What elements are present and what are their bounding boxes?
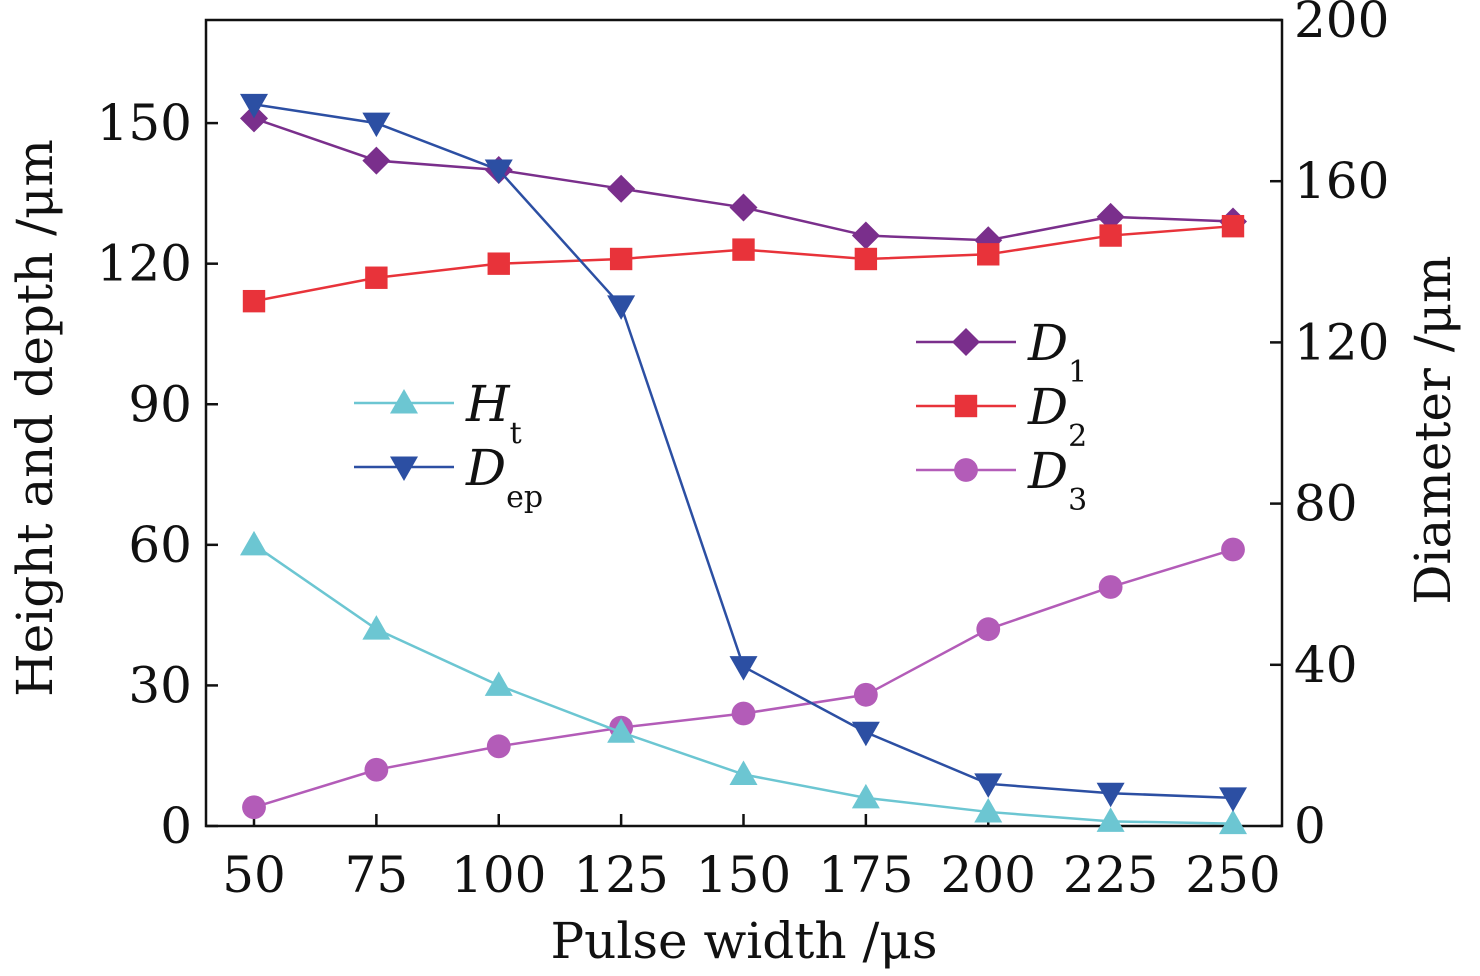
data-point-dep	[851, 721, 880, 747]
data-point-d1	[362, 146, 391, 175]
data-point-dep	[1096, 782, 1125, 808]
x-tick-label: 150	[696, 846, 791, 904]
legend-marker	[390, 456, 418, 481]
series-d2	[242, 214, 1245, 313]
data-point-ht	[484, 671, 513, 696]
data-point-d2	[487, 252, 510, 275]
left-y-tick-label: 90	[128, 375, 192, 433]
right-y-axis-label: Diameter /μm	[1404, 255, 1462, 604]
series-dep	[240, 93, 1247, 812]
right-y-tick-label: 200	[1294, 0, 1389, 49]
data-point-d3	[1221, 537, 1245, 562]
data-point-d1	[240, 104, 268, 133]
data-point-d2	[242, 289, 266, 313]
data-point-dep	[484, 159, 513, 184]
data-point-d3	[976, 617, 1001, 642]
data-point-d2	[1221, 214, 1245, 238]
x-axis-label: Pulse width /μs	[551, 912, 938, 970]
legend-item-d1: D1	[916, 314, 1087, 390]
data-point-d2	[1099, 224, 1122, 247]
left-y-tick-label: 150	[97, 94, 192, 152]
x-tick-label: 175	[818, 846, 913, 904]
left-y-tick-label: 60	[128, 516, 192, 574]
series-d1	[240, 104, 1247, 255]
data-point-d3	[1098, 575, 1123, 599]
data-point-dep	[729, 656, 758, 681]
left-y-axis-label: Height and depth /μm	[6, 139, 64, 697]
series-line-d1	[253, 117, 1234, 242]
data-point-d3	[364, 757, 389, 782]
data-point-dep	[362, 112, 391, 138]
right-y-tick-label: 120	[1294, 313, 1389, 371]
data-point-d2	[977, 243, 1000, 266]
data-point-dep	[240, 93, 268, 119]
legend-label: D1	[1027, 314, 1087, 390]
legend-marker	[952, 328, 980, 356]
data-point-d3	[853, 682, 878, 707]
data-point-ht	[974, 797, 1003, 823]
right-y-tick-label: 80	[1294, 475, 1358, 533]
legend-item-ht: Ht	[354, 375, 522, 451]
data-point-d2	[365, 266, 388, 289]
x-tick-label: 225	[1063, 846, 1158, 904]
legend-label: Ht	[465, 375, 522, 451]
data-point-ht	[1096, 807, 1125, 832]
x-tick-label: 50	[222, 846, 286, 904]
left-y-tick-label: 120	[97, 235, 192, 293]
legend-label: Dep	[465, 439, 543, 515]
x-tick-label: 250	[1185, 846, 1280, 904]
right-y-tick-label: 40	[1294, 636, 1358, 694]
left-y-axis-ticks: 0 30 60 90 120 150	[97, 94, 218, 855]
data-point-d1	[1096, 202, 1125, 231]
series-layer	[240, 93, 1247, 835]
data-point-dep	[974, 773, 1003, 798]
legend-label: D3	[1027, 442, 1087, 518]
data-point-dep	[607, 295, 636, 320]
legend-marker	[954, 394, 978, 418]
data-point-d1	[607, 174, 636, 203]
data-point-ht	[729, 760, 758, 785]
left-y-tick-label: 30	[128, 656, 192, 714]
left-y-tick-label: 0	[160, 797, 192, 855]
right-y-tick-label: 0	[1294, 797, 1326, 855]
legend-marker	[954, 458, 978, 482]
data-point-d2	[732, 238, 755, 261]
data-point-d2	[854, 247, 878, 271]
legend-item-dep: Dep	[354, 439, 543, 515]
data-point-d3	[731, 701, 756, 726]
right-y-tick-label: 160	[1294, 152, 1389, 210]
data-point-d3	[242, 795, 266, 820]
data-point-d3	[486, 734, 511, 759]
data-point-dep	[1219, 787, 1247, 812]
data-point-ht	[851, 783, 880, 809]
data-point-ht	[607, 718, 636, 743]
series-line-d2	[253, 224, 1234, 303]
legend-item-d2: D2	[916, 378, 1087, 454]
data-point-ht	[240, 530, 268, 556]
data-point-d1	[851, 221, 880, 250]
x-tick-label: 100	[451, 846, 546, 904]
x-tick-label: 75	[345, 846, 409, 904]
data-point-ht	[362, 615, 391, 640]
legend-label: D2	[1027, 378, 1087, 454]
series-ht	[240, 530, 1247, 835]
right-y-axis-ticks: 0 40 80 120 160 200	[1270, 0, 1389, 855]
data-point-d2	[609, 247, 633, 271]
x-tick-label: 200	[941, 846, 1036, 904]
x-tick-label: 125	[573, 846, 668, 904]
data-point-ht	[1219, 809, 1247, 835]
data-point-d1	[729, 193, 758, 222]
x-axis-ticks: 50 75 100 125 150 175 200 225 250	[222, 814, 1281, 904]
legend-item-d3: D3	[916, 442, 1087, 518]
legend-marker	[390, 389, 418, 414]
